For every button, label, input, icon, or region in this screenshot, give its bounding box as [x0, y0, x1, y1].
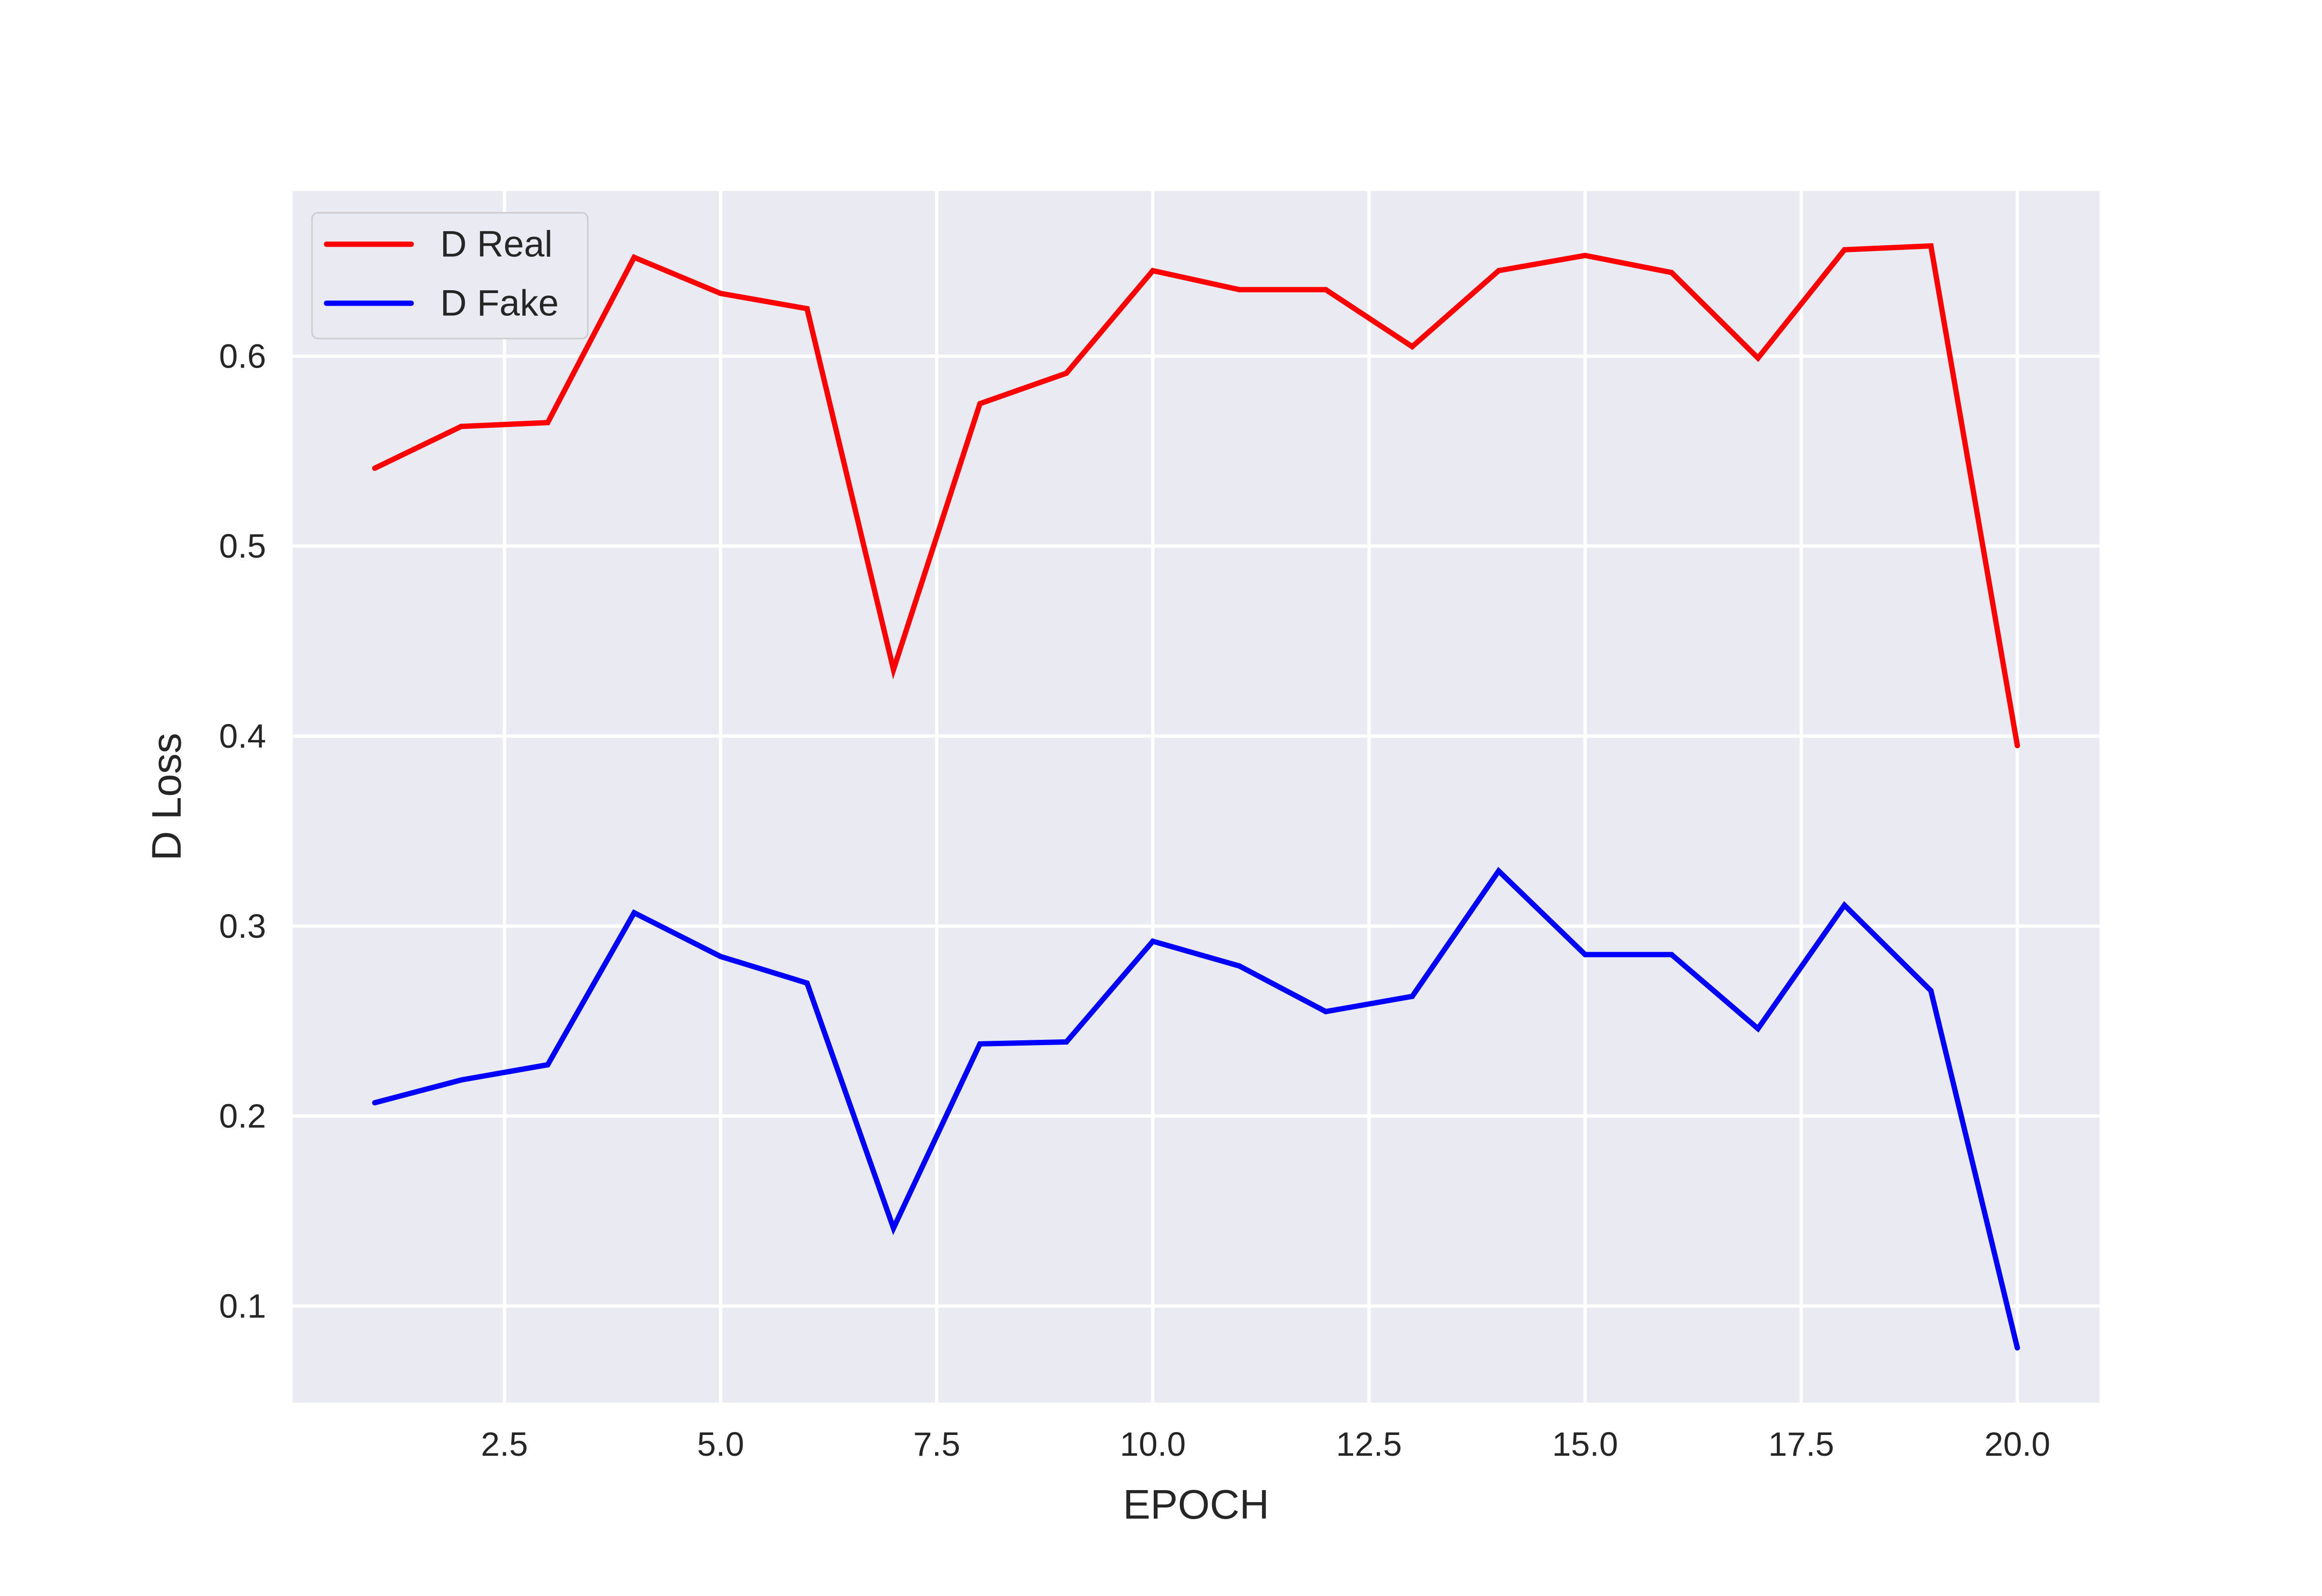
data-point-d-fake	[459, 1077, 464, 1083]
plot-area	[293, 191, 2099, 1403]
y-axis-label: D Loss	[144, 733, 190, 861]
data-point-d-fake	[718, 954, 724, 960]
data-point-d-fake	[977, 1041, 983, 1047]
series-lines	[372, 243, 2020, 1351]
data-point-d-real	[1582, 252, 1588, 258]
data-point-d-real	[1063, 370, 1069, 376]
data-point-d-fake	[1409, 993, 1415, 999]
data-point-d-fake	[891, 1225, 896, 1231]
x-tick-labels: 2.5 5.0 7.5 10.0 12.5 15.0 17.5 20.0	[481, 1425, 2050, 1463]
data-point-d-fake	[1582, 952, 1588, 958]
data-point-d-fake	[1323, 1009, 1329, 1015]
legend: D Real D Fake	[311, 212, 589, 340]
data-point-d-fake	[1928, 988, 1934, 993]
x-tick-label: 5.0	[697, 1425, 744, 1463]
data-point-d-fake	[1842, 902, 1847, 908]
data-point-d-real	[372, 465, 378, 471]
legend-label: D Real	[440, 224, 552, 265]
x-axis-label: EPOCH	[1123, 1482, 1269, 1528]
x-tick-label: 17.5	[1768, 1425, 1834, 1463]
y-tick-label: 0.4	[219, 717, 266, 755]
data-point-d-fake	[631, 910, 637, 916]
data-point-d-fake	[1668, 952, 1674, 958]
data-point-d-real	[1323, 287, 1329, 293]
data-point-d-real	[1755, 355, 1761, 361]
data-point-d-real	[1928, 243, 1934, 249]
x-tick-label: 7.5	[913, 1425, 960, 1463]
data-point-d-real	[1236, 287, 1242, 293]
data-point-d-real	[891, 667, 896, 672]
y-tick-label: 0.2	[219, 1097, 266, 1135]
data-point-d-real	[631, 254, 637, 260]
data-point-d-fake	[2014, 1345, 2020, 1351]
data-point-d-real	[718, 291, 724, 296]
data-point-d-fake	[1496, 868, 1502, 874]
data-point-d-real	[1842, 247, 1847, 252]
data-point-d-real	[545, 420, 551, 426]
data-point-d-real	[1668, 270, 1674, 275]
data-point-d-real	[1496, 268, 1502, 274]
y-tick-labels: 0.1 0.2 0.3 0.4 0.5 0.6	[219, 337, 266, 1325]
y-tick-label: 0.1	[219, 1287, 266, 1325]
data-point-d-real	[804, 306, 810, 311]
data-point-d-real	[459, 424, 464, 429]
data-point-d-real	[2014, 743, 2020, 749]
x-tick-label: 10.0	[1120, 1425, 1186, 1463]
data-point-d-fake	[1063, 1039, 1069, 1045]
data-point-d-real	[977, 401, 983, 407]
x-tick-label: 12.5	[1336, 1425, 1402, 1463]
x-tick-label: 15.0	[1552, 1425, 1618, 1463]
y-tick-label: 0.6	[219, 337, 266, 375]
data-point-d-fake	[1236, 963, 1242, 969]
series-line-d-real	[372, 243, 2020, 749]
data-point-d-fake	[545, 1062, 551, 1068]
grid	[293, 191, 2099, 1403]
data-point-d-fake	[804, 980, 810, 986]
data-point-d-real	[1150, 268, 1156, 274]
data-point-d-real	[1409, 344, 1415, 350]
x-tick-label: 20.0	[1984, 1425, 2050, 1463]
y-tick-label: 0.5	[219, 527, 266, 565]
legend-label: D Fake	[440, 283, 559, 324]
x-tick-label: 2.5	[481, 1425, 528, 1463]
y-tick-label: 0.3	[219, 907, 266, 945]
data-point-d-fake	[372, 1100, 378, 1106]
series-line-d-fake	[372, 867, 2020, 1351]
data-point-d-fake	[1755, 1026, 1761, 1032]
data-point-d-fake	[1150, 938, 1156, 944]
